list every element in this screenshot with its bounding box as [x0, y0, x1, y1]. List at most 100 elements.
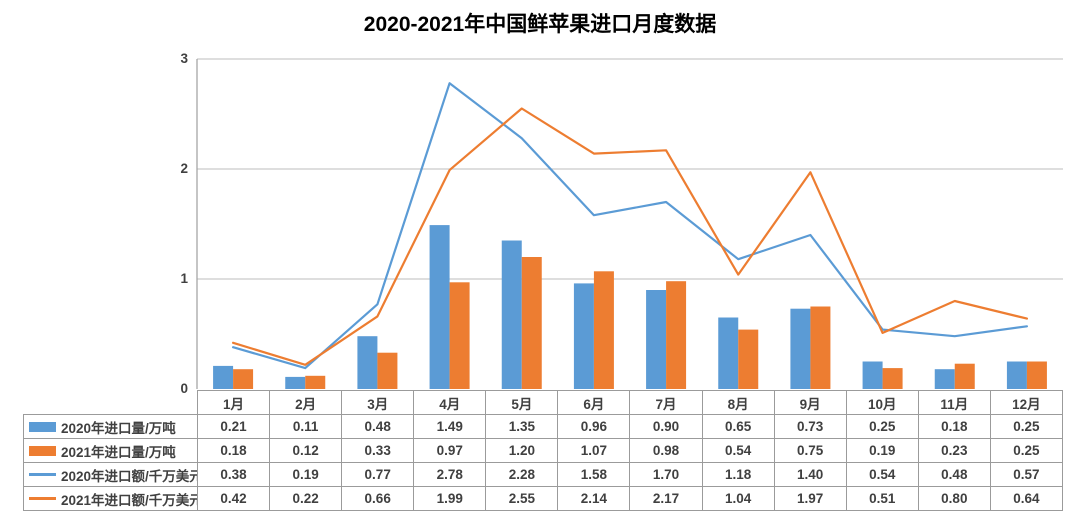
value-cell: 0.48: [917, 462, 991, 487]
value-cell: 0.54: [701, 438, 775, 463]
legend-cell: 2021年进口额/千万美元: [23, 486, 198, 511]
month-header-cell: 12月: [989, 390, 1064, 415]
table-header-row: 1月 2月 3月 4月 5月 6月 7月 8月 9月 10月 11月 12月: [24, 390, 1064, 415]
y-axis-tick-labels: 0 1 2 3: [180, 51, 188, 396]
month-header-cell: 8月: [701, 390, 775, 415]
gridlines: [197, 58, 1063, 280]
bar[interactable]: [305, 375, 326, 389]
value-cell: 0.25: [989, 438, 1064, 463]
month-header-cell: 1月: [196, 390, 271, 415]
value-cell: 2.28: [485, 462, 559, 487]
table-corner-cell: [24, 391, 198, 415]
legend-label: 2020年进口额/千万美元: [61, 468, 198, 484]
bar[interactable]: [790, 308, 811, 389]
legend-line-swatch-icon: [29, 497, 56, 500]
bar[interactable]: [1006, 361, 1027, 390]
chart-title: 2020-2021年中国鲜苹果进口月度数据: [363, 13, 717, 36]
bar[interactable]: [934, 369, 955, 389]
legend-bar-swatch-icon: [29, 421, 56, 432]
month-header-cell: 2月: [269, 390, 343, 415]
value-cell: 0.51: [845, 486, 919, 511]
legend-cell: 2020年进口额/千万美元: [23, 462, 198, 487]
value-cell: 0.18: [196, 438, 271, 463]
legend-label: 2021年进口额/千万美元: [61, 492, 198, 508]
value-cell: 1.07: [557, 438, 631, 463]
value-cell: 0.65: [701, 414, 775, 439]
bar[interactable]: [593, 271, 614, 389]
month-header-cell: 9月: [773, 390, 847, 415]
legend-cell: 2021年进口量/万吨: [23, 438, 198, 463]
bar[interactable]: [862, 361, 883, 390]
value-cell: 0.11: [269, 414, 343, 439]
bar[interactable]: [666, 281, 687, 389]
bar[interactable]: [521, 257, 542, 389]
value-cell: 0.73: [773, 414, 847, 439]
bar-series-2021年进口量/万吨: [233, 257, 1047, 389]
legend-line-swatch-icon: [29, 473, 56, 476]
bar[interactable]: [429, 225, 450, 389]
value-cell: 1.18: [701, 462, 775, 487]
value-cell: 1.49: [413, 414, 487, 439]
bar[interactable]: [233, 369, 254, 389]
value-cell: 0.19: [269, 462, 343, 487]
bar[interactable]: [738, 329, 759, 389]
value-cell: 1.70: [629, 462, 703, 487]
bar[interactable]: [449, 282, 470, 389]
line-series-2021年进口额/千万美元[interactable]: [231, 107, 1029, 366]
line-series-2020年进口额/千万美元[interactable]: [231, 82, 1029, 370]
data-table: 1月 2月 3月 4月 5月 6月 7月 8月 9月 10月 11月 12月 2020年进口量/万吨 0.…: [23, 390, 1064, 511]
value-cell: 2.55: [485, 486, 559, 511]
legend-cell: 2020年进口量/万吨: [23, 414, 198, 439]
bar[interactable]: [285, 376, 306, 389]
bar[interactable]: [882, 368, 903, 389]
bar[interactable]: [573, 283, 594, 389]
legend-label: 2020年进口量/万吨: [61, 420, 176, 436]
y-tick-label: 3: [180, 51, 188, 66]
y-tick-label: 1: [180, 271, 188, 286]
month-header-cell: 3月: [341, 390, 415, 415]
bar[interactable]: [718, 317, 739, 390]
month-header-cell: 4月: [413, 390, 487, 415]
legend-bar-swatch-icon: [29, 445, 56, 456]
table-row: 2021年进口额/千万美元 0.42 0.22 0.66 1.99 2.55 2.14 2.1…: [23, 486, 1064, 511]
value-cell: 0.12: [269, 438, 343, 463]
value-cell: 0.77: [341, 462, 415, 487]
legend-label: 2021年进口量/万吨: [61, 444, 176, 460]
bar[interactable]: [501, 240, 522, 390]
table-row: 2020年进口额/千万美元 0.38 0.19 0.77 2.78 2.28 1.58 1.7…: [23, 462, 1064, 487]
y-tick-label: 2: [180, 161, 188, 176]
value-cell: 0.57: [989, 462, 1064, 487]
value-cell: 0.48: [341, 414, 415, 439]
value-cell: 0.96: [557, 414, 631, 439]
value-cell: 1.40: [773, 462, 847, 487]
bar[interactable]: [213, 365, 234, 389]
value-cell: 1.35: [485, 414, 559, 439]
value-cell: 2.78: [413, 462, 487, 487]
value-cell: 0.42: [196, 486, 271, 511]
bar[interactable]: [1026, 361, 1047, 390]
value-cell: 0.97: [413, 438, 487, 463]
value-cell: 0.90: [629, 414, 703, 439]
value-cell: 0.54: [845, 462, 919, 487]
bar[interactable]: [646, 290, 667, 389]
y-tick-label: 0: [180, 381, 188, 396]
bar-series-2020年进口量/万吨: [213, 225, 1027, 389]
bar[interactable]: [954, 363, 975, 389]
value-cell: 0.80: [917, 486, 991, 511]
bar[interactable]: [810, 306, 831, 390]
value-cell: 0.75: [773, 438, 847, 463]
value-cell: 0.64: [989, 486, 1064, 511]
month-header-cell: 6月: [557, 390, 631, 415]
value-cell: 0.19: [845, 438, 919, 463]
value-cell: 0.25: [845, 414, 919, 439]
value-cell: 1.04: [701, 486, 775, 511]
bar[interactable]: [357, 336, 378, 389]
value-cell: 0.33: [341, 438, 415, 463]
value-cell: 2.17: [629, 486, 703, 511]
bar[interactable]: [377, 352, 398, 389]
table-row: 2021年进口量/万吨 0.18 0.12 0.33 0.97 1.20 1.07 0.98 0…: [23, 438, 1064, 463]
value-cell: 1.99: [413, 486, 487, 511]
value-cell: 0.98: [629, 438, 703, 463]
value-cell: 0.22: [269, 486, 343, 511]
